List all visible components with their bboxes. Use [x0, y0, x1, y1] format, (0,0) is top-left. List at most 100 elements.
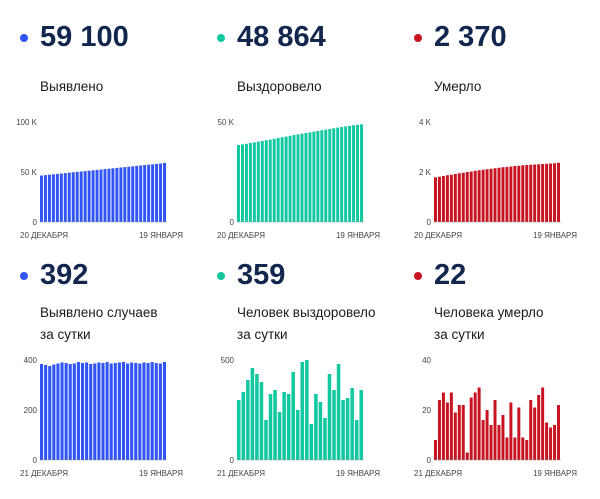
bar [441, 176, 445, 222]
y-tick-label: 0 [427, 218, 432, 227]
bar [312, 131, 316, 222]
bar [489, 168, 493, 222]
daily-deaths-value: 22 [434, 259, 467, 291]
bar [91, 170, 95, 222]
daily-recovered-chart: 0 500 21 ДЕКАБРЯ 19 ЯНВАРЯ [217, 356, 380, 478]
bar [318, 402, 323, 460]
detected-total: 59 100 [40, 21, 129, 53]
bar [105, 362, 109, 460]
bar [327, 374, 332, 460]
bar [473, 392, 477, 460]
bar [477, 170, 481, 222]
bar [525, 440, 529, 460]
bar [316, 131, 320, 222]
x-start-label: 21 ДЕКАБРЯ [414, 469, 462, 478]
bar [43, 175, 47, 222]
label-line-2: за сутки [237, 327, 288, 342]
bar [304, 133, 308, 222]
y-tick-label: 50 K [218, 118, 235, 127]
bar [123, 167, 127, 222]
panel-deaths: 2 370 Умерло 0 2 K 4 K 20 ДЕКАБРЯ 19 ЯНВАРЯ [394, 17, 584, 257]
bar [117, 362, 121, 460]
bar [344, 126, 348, 222]
bar [437, 176, 441, 222]
y-tick-label: 0 [33, 218, 38, 227]
label-line-2: за сутки [40, 327, 91, 342]
detected-chart: 0 50 K 100 K 20 ДЕКАБРЯ 19 ЯНВАРЯ [16, 118, 183, 240]
bar [521, 165, 525, 222]
bar [95, 169, 99, 222]
bar [485, 410, 489, 460]
x-start-label: 20 ДЕКАБРЯ [217, 231, 265, 240]
bar [453, 174, 457, 222]
bar [340, 127, 344, 222]
bar [64, 363, 68, 460]
bar [457, 405, 461, 460]
daily-recovered-label: Человек выздоровело за сутки [237, 302, 387, 346]
daily-deaths-chart: 0 20 40 21 ДЕКАБРЯ 19 ЯНВАРЯ [414, 356, 577, 478]
bar [305, 360, 309, 460]
bar [97, 362, 101, 460]
bar [147, 164, 151, 222]
panel-recovered: 48 864 Выздоровело 0 50 K 20 ДЕКАБРЯ 19 ЯНВ… [197, 17, 387, 257]
bar [268, 139, 272, 222]
bar [241, 392, 246, 460]
bar [461, 405, 465, 460]
bar [350, 388, 354, 460]
bar [89, 364, 93, 460]
bar [87, 170, 91, 222]
panel-daily-recovered: 359 Человек выздоровело за сутки 0 500 21 … [197, 255, 387, 495]
x-start-label: 21 ДЕКАБРЯ [20, 469, 68, 478]
detected-label: Выявлено [40, 79, 104, 94]
bar [332, 128, 336, 222]
bar [295, 410, 300, 460]
x-end-label: 19 ЯНВАРЯ [139, 469, 183, 478]
y-tick-label: 100 K [16, 118, 38, 127]
bar [336, 127, 340, 222]
panel-header: 59 100 [0, 17, 190, 57]
bar [260, 141, 264, 222]
bar [119, 167, 123, 222]
bar [453, 412, 457, 460]
bar [517, 407, 521, 460]
bar [545, 163, 549, 222]
bar [67, 172, 71, 222]
deaths-total: 2 370 [434, 21, 507, 53]
bar [517, 165, 521, 222]
bar [237, 145, 240, 222]
bar [284, 136, 288, 222]
bar [280, 137, 284, 222]
bar [83, 171, 87, 222]
bar [68, 364, 72, 460]
bar [529, 164, 533, 222]
bar [150, 362, 154, 460]
bar [493, 168, 497, 222]
bar [127, 166, 131, 222]
bar [55, 173, 59, 222]
bar [237, 400, 241, 460]
bar [256, 141, 260, 222]
panel-header: 392 [0, 255, 190, 295]
bar [151, 164, 155, 222]
bar [85, 362, 89, 460]
bar [434, 440, 437, 460]
red-dot-icon [414, 34, 422, 42]
bar [513, 437, 517, 460]
bar [159, 163, 163, 222]
bar [323, 418, 327, 460]
panel-daily-deaths: 22 Человека умерло за сутки 0 20 40 21 ДЕКА… [394, 255, 584, 495]
deaths-label: Умерло [434, 79, 482, 94]
x-end-label: 19 ЯНВАРЯ [336, 469, 380, 478]
bar [134, 363, 138, 460]
y-tick-label: 0 [427, 456, 432, 465]
bar [109, 363, 113, 460]
bar [240, 144, 244, 222]
bar [445, 175, 449, 222]
bar [521, 437, 525, 460]
bar [481, 169, 485, 222]
bar [63, 173, 67, 222]
green-dot-icon [217, 34, 225, 42]
bar [320, 130, 324, 222]
bar [111, 168, 115, 222]
bar [449, 174, 453, 222]
